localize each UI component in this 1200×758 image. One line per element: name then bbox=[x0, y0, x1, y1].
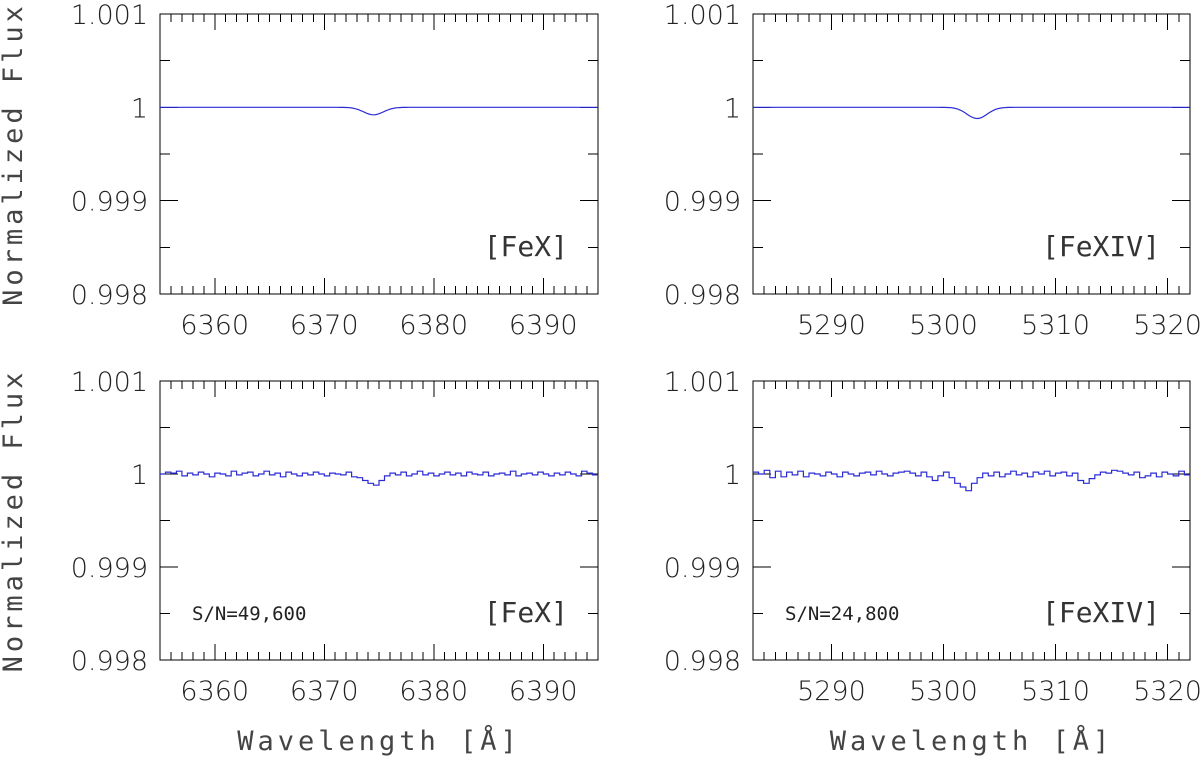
y-axis-title: Normalized Flux bbox=[0, 369, 29, 673]
y-tick-label: 1 bbox=[131, 460, 148, 491]
panel-top-right: 5290 5300 5310 5320 0.998 0.999 1 1.001 [FeXIV] bbox=[664, 0, 1200, 341]
x-tick-label: 5300 bbox=[909, 310, 978, 341]
species-label: [FeX] bbox=[484, 596, 568, 629]
x-tick-label: 5310 bbox=[1021, 676, 1090, 707]
x-tick-label: 6360 bbox=[180, 310, 249, 341]
x-tick-label: 6390 bbox=[509, 310, 578, 341]
y-tick-label: 1 bbox=[131, 93, 148, 124]
species-label: [FeXIV] bbox=[1042, 230, 1160, 263]
species-label: [FeXIV] bbox=[1042, 596, 1160, 629]
spectrum-line bbox=[160, 470, 598, 486]
x-tick-label: 5320 bbox=[1133, 676, 1200, 707]
y-tick-label: 0.999 bbox=[71, 553, 148, 584]
y-tick-label: 1 bbox=[724, 460, 741, 491]
y-tick-label: 0.999 bbox=[71, 187, 148, 218]
x-tick-label: 6370 bbox=[290, 310, 359, 341]
panel-bottom-right: 5290 5300 5310 5320 0.998 0.999 1 1.001 Waveleng… bbox=[664, 367, 1200, 757]
panel-top-left: 6360 6370 6380 6390 0.998 0.999 1 1.001 Normaliz… bbox=[0, 0, 599, 341]
x-tick-label: 6380 bbox=[399, 310, 468, 341]
y-tick-label: 0.999 bbox=[664, 187, 741, 218]
y-tick-label: 0.998 bbox=[71, 646, 148, 677]
y-tick-label: 1.001 bbox=[71, 367, 148, 398]
y-tick-label: 0.999 bbox=[664, 553, 741, 584]
x-axis-title: Wavelength [Å] bbox=[830, 725, 1114, 757]
y-tick-label: 0.998 bbox=[664, 646, 741, 677]
x-axis-title: Wavelength [Å] bbox=[237, 725, 521, 757]
y-axis-title: Normalized Flux bbox=[0, 2, 29, 306]
species-label: [FeX] bbox=[484, 230, 568, 263]
y-tick-label: 1.001 bbox=[71, 0, 148, 31]
x-tick-label: 5320 bbox=[1133, 310, 1200, 341]
x-tick-label: 5290 bbox=[797, 310, 866, 341]
spectrum-line bbox=[160, 106, 598, 116]
x-tick-label: 6380 bbox=[399, 676, 468, 707]
x-tick-label: 5300 bbox=[909, 676, 978, 707]
panel-bottom-left: 6360 6370 6380 6390 0.998 0.999 1 1.001 Normaliz… bbox=[0, 367, 599, 757]
x-tick-label: 6390 bbox=[509, 676, 578, 707]
x-tick-label: 6370 bbox=[290, 676, 359, 707]
x-tick-label: 5290 bbox=[797, 676, 866, 707]
spectrum-line bbox=[753, 106, 1190, 120]
spectrum-line bbox=[753, 469, 1190, 492]
x-tick-label: 5310 bbox=[1021, 310, 1090, 341]
snr-label: S/N=24,800 bbox=[785, 603, 899, 625]
y-tick-label: 1 bbox=[724, 93, 741, 124]
y-tick-label: 0.998 bbox=[664, 280, 741, 311]
y-tick-label: 1.001 bbox=[664, 0, 741, 31]
y-tick-label: 1.001 bbox=[664, 367, 741, 398]
y-tick-label: 0.998 bbox=[71, 280, 148, 311]
x-tick-label: 6360 bbox=[180, 676, 249, 707]
snr-label: S/N=49,600 bbox=[192, 603, 306, 625]
